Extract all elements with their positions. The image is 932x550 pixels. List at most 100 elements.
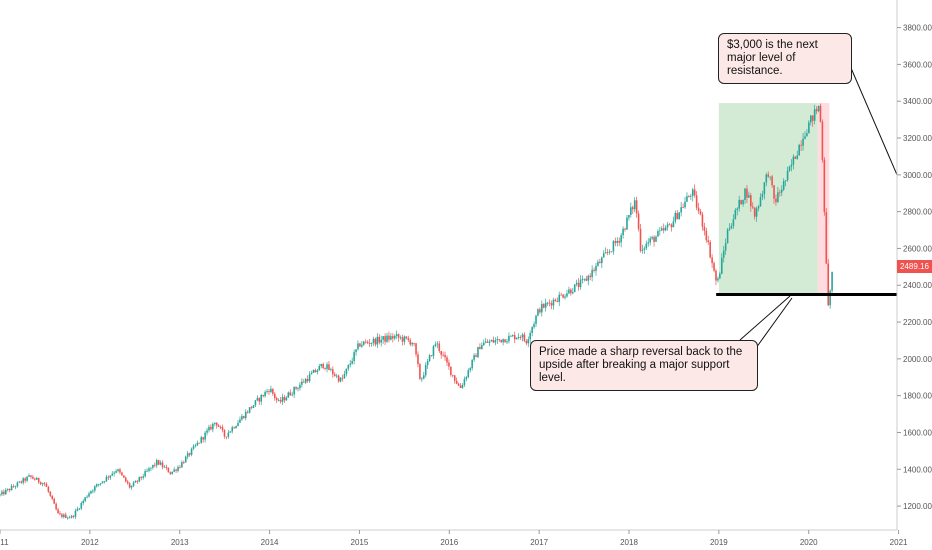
candle	[413, 342, 415, 347]
candle	[796, 150, 799, 160]
candle	[107, 475, 110, 481]
candle	[775, 194, 777, 206]
candle	[88, 491, 90, 498]
candle	[6, 488, 9, 492]
candle	[366, 340, 369, 345]
candle	[440, 350, 442, 359]
candle	[318, 363, 321, 371]
candle	[734, 208, 737, 220]
candle	[202, 436, 204, 443]
candle	[550, 300, 553, 310]
candle	[790, 159, 793, 172]
candle	[641, 244, 644, 254]
candle	[484, 337, 487, 344]
candle	[82, 499, 85, 506]
candle	[469, 367, 472, 373]
candle	[419, 362, 421, 381]
candle	[672, 216, 675, 228]
candle	[150, 467, 152, 471]
candle	[281, 393, 284, 406]
candle	[140, 476, 143, 481]
candle	[492, 336, 495, 344]
candle	[645, 240, 648, 251]
candle	[277, 398, 280, 402]
y-tick-label: 1400.00	[903, 465, 932, 474]
candle	[546, 301, 549, 306]
candle	[233, 426, 235, 430]
candle	[3, 489, 5, 496]
candle	[78, 507, 81, 511]
candle	[320, 363, 323, 369]
x-tick-label: 2021	[890, 538, 908, 547]
candle	[430, 355, 433, 357]
candle	[314, 368, 317, 373]
candle	[479, 343, 481, 350]
candle	[450, 366, 452, 377]
candle	[767, 171, 770, 179]
candle	[34, 477, 36, 481]
candle	[506, 338, 508, 345]
candle	[231, 425, 234, 434]
candle	[599, 258, 601, 264]
y-tick-label: 3600.00	[903, 60, 932, 69]
candle	[388, 331, 390, 343]
candle	[724, 238, 727, 255]
candle	[206, 428, 208, 436]
candle	[515, 337, 518, 340]
candle	[618, 237, 621, 247]
candle	[324, 367, 326, 371]
y-tick-label: 3800.00	[903, 24, 932, 33]
candle	[566, 289, 568, 298]
candle	[353, 349, 355, 365]
candle	[332, 366, 334, 378]
time-axis[interactable]: 2011 2012 2013 2014 2015 2016 2017 2018 2019 2020…	[0, 530, 908, 547]
candle	[744, 187, 746, 204]
candle	[349, 360, 352, 368]
candle	[26, 475, 28, 483]
candle	[368, 339, 371, 347]
candle	[573, 284, 576, 293]
candle	[519, 335, 522, 341]
candle	[593, 267, 595, 273]
candle	[477, 346, 479, 359]
candle	[18, 481, 21, 483]
candle	[8, 488, 11, 493]
candle	[660, 225, 663, 232]
candle	[41, 482, 44, 487]
candle	[380, 335, 383, 347]
candle	[757, 204, 760, 212]
x-tick-label: 2016	[440, 538, 458, 547]
candle	[359, 342, 361, 348]
x-tick-label: 2020	[800, 538, 818, 547]
candle	[659, 227, 661, 236]
candle	[136, 479, 139, 484]
candle	[227, 429, 230, 439]
candle	[374, 337, 377, 347]
candle	[647, 238, 650, 247]
candle	[800, 140, 802, 151]
candle	[395, 330, 398, 340]
candle	[260, 393, 263, 405]
candle	[633, 197, 636, 213]
candle	[426, 358, 429, 369]
candle	[64, 512, 67, 519]
candle	[690, 193, 692, 200]
price-axis[interactable]: 1200.00 1400.00 1600.00 1800.00 2000.00 2200.…	[897, 24, 932, 511]
candle	[438, 340, 441, 354]
candle	[266, 388, 268, 394]
candle	[376, 333, 379, 348]
candle	[655, 235, 657, 242]
candle	[291, 391, 293, 397]
candle	[273, 392, 276, 401]
candle	[504, 339, 506, 343]
y-tick-label: 2400.00	[903, 281, 932, 290]
candle	[535, 314, 537, 327]
candle	[798, 143, 800, 156]
x-tick-label: 2013	[171, 538, 189, 547]
candle	[248, 407, 251, 414]
candle	[693, 184, 696, 198]
candle	[784, 180, 787, 187]
candle	[123, 475, 125, 478]
candle	[55, 502, 57, 511]
candle	[794, 156, 797, 160]
